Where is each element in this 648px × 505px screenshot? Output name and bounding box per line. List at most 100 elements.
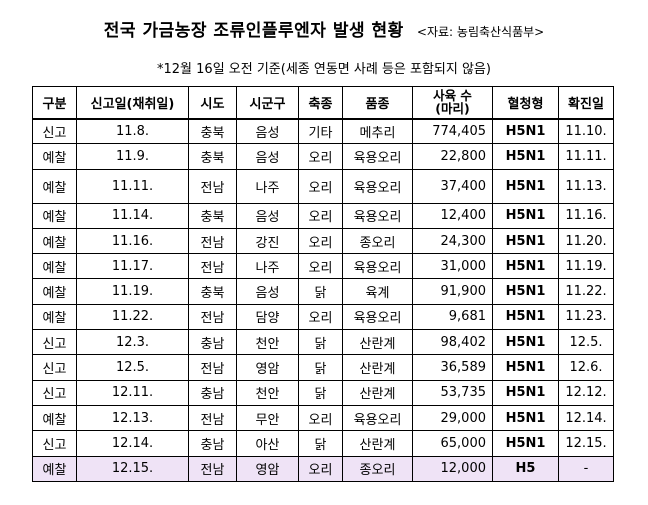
cell-animal: 닭 [298,354,343,381]
cell-kind: 신고 [32,354,77,381]
cell-breed: 육계 [342,278,413,305]
cell-animal: 오리 [298,143,343,170]
cell-count: 91,900 [412,278,493,305]
cell-count: 36,589 [412,354,493,381]
cell-sigungu: 아산 [236,430,299,457]
cell-kind: 예찰 [32,253,77,280]
footnote: *12월 16일 오전 기준(세종 연동면 사례 등은 포함되지 않음) [157,62,491,77]
cell-sido: 전남 [188,455,237,482]
header-count-line2: (마리) [435,101,470,117]
header-report-date: 신고일(채취일) [76,86,189,120]
cell-sigungu: 담양 [236,303,299,331]
cell-animal: 오리 [298,303,343,331]
cell-breed: 종오리 [342,455,413,482]
cell-kind: 예찰 [32,455,77,482]
cell-animal: 닭 [298,329,343,356]
cell-sigungu: 강진 [236,227,299,255]
cell-date: 12.15. [76,455,189,482]
cell-animal: 기타 [298,117,343,145]
cell-animal: 오리 [298,227,343,255]
table-body: 신고 11.8. 충북 음성 기타 메추리 774,405 H5N1 11.10… [32,117,614,482]
cell-count: 53,735 [412,379,493,406]
cell-animal: 오리 [298,404,343,432]
cell-confirmed: 12.15. [558,430,614,457]
cell-sigungu: 음성 [236,143,299,170]
table-row: 예찰 11.17. 전남 나주 오리 육용오리 31,000 H5N1 11.1… [32,253,614,280]
table-row: 예찰 11.19. 충북 음성 닭 육계 91,900 H5N1 11.22. [32,278,614,305]
cell-sigungu: 나주 [236,168,299,204]
cell-breed: 육용오리 [342,253,413,280]
cell-confirmed: 12.6. [558,354,614,381]
cell-sido: 충남 [188,329,237,356]
cell-confirmed: 12.14. [558,404,614,432]
cell-breed: 육용오리 [342,404,413,432]
cell-kind: 예찰 [32,202,77,229]
cell-kind: 예찰 [32,404,77,432]
table-row: 예찰 11.11. 전남 나주 오리 육용오리 37,400 H5N1 11.1… [32,168,614,204]
cell-confirmed: 11.23. [558,303,614,331]
cell-count: 65,000 [412,430,493,457]
cell-breed: 육용오리 [342,202,413,229]
header-sigungu: 시군구 [236,86,299,120]
cell-serotype: H5N1 [492,354,559,381]
cell-serotype: H5N1 [492,227,559,255]
table-row: 신고 12.5. 전남 영암 닭 산란계 36,589 H5N1 12.6. [32,354,614,381]
table-row: 예찰 11.16. 전남 강진 오리 종오리 24,300 H5N1 11.20… [32,227,614,255]
header-count-line1: 사육 수 [433,88,472,104]
table-row: 신고 12.3. 충남 천안 닭 산란계 98,402 H5N1 12.5. [32,329,614,356]
cell-serotype: H5N1 [492,379,559,406]
cell-date: 12.3. [76,329,189,356]
cell-breed: 산란계 [342,329,413,356]
cell-animal: 오리 [298,168,343,204]
cell-date: 11.19. [76,278,189,305]
cell-serotype: H5N1 [492,303,559,331]
cell-sido: 전남 [188,253,237,280]
table-row: 신고 12.11. 충남 천안 닭 산란계 53,735 H5N1 12.12. [32,379,614,406]
table-row: 예찰 12.13. 전남 무안 오리 육용오리 29,000 H5N1 12.1… [32,404,614,432]
cell-date: 12.5. [76,354,189,381]
cell-sigungu: 음성 [236,117,299,145]
cell-kind: 예찰 [32,278,77,305]
title-line: 전국 가금농장 조류인플루엔자 발생 현황 <자료: 농림축산식품부> [0,16,648,41]
table-row-highlighted: 예찰 12.15. 전남 영암 오리 종오리 12,000 H5 - [32,455,614,482]
cell-sido: 전남 [188,404,237,432]
cell-serotype: H5N1 [492,329,559,356]
cell-count: 22,800 [412,143,493,170]
cell-date: 11.11. [76,168,189,204]
header-confirmed: 확진일 [558,86,614,120]
header-breed: 품종 [342,86,413,120]
cell-breed: 종오리 [342,227,413,255]
cell-breed: 메추리 [342,117,413,145]
cell-animal: 닭 [298,278,343,305]
cell-confirmed: 11.16. [558,202,614,229]
cell-sido: 충남 [188,430,237,457]
cell-date: 12.13. [76,404,189,432]
cell-kind: 신고 [32,329,77,356]
cell-animal: 닭 [298,430,343,457]
table-header-row: 구분 신고일(채취일) 시도 시군구 축종 품종 사육 수 (마리) 혈청형 확… [32,86,614,120]
cell-kind: 신고 [32,430,77,457]
cell-sigungu: 나주 [236,253,299,280]
cell-animal: 오리 [298,455,343,482]
cell-sigungu: 음성 [236,278,299,305]
cell-date: 12.11. [76,379,189,406]
cell-sigungu: 음성 [236,202,299,229]
cell-confirmed: - [558,455,614,482]
cell-sido: 충남 [188,379,237,406]
cell-kind: 신고 [32,117,77,145]
cell-breed: 산란계 [342,430,413,457]
cell-serotype: H5N1 [492,430,559,457]
cell-serotype: H5N1 [492,168,559,204]
cell-date: 12.14. [76,430,189,457]
cell-date: 11.8. [76,117,189,145]
cell-count: 24,300 [412,227,493,255]
cell-count: 31,000 [412,253,493,280]
cell-confirmed: 11.19. [558,253,614,280]
cell-kind: 예찰 [32,303,77,331]
table-row: 예찰 11.22. 전남 담양 오리 육용오리 9,681 H5N1 11.23… [32,303,614,331]
cell-count: 12,000 [412,455,493,482]
cell-count: 9,681 [412,303,493,331]
cell-breed: 육용오리 [342,168,413,204]
cell-serotype: H5N1 [492,253,559,280]
cell-count: 37,400 [412,168,493,204]
